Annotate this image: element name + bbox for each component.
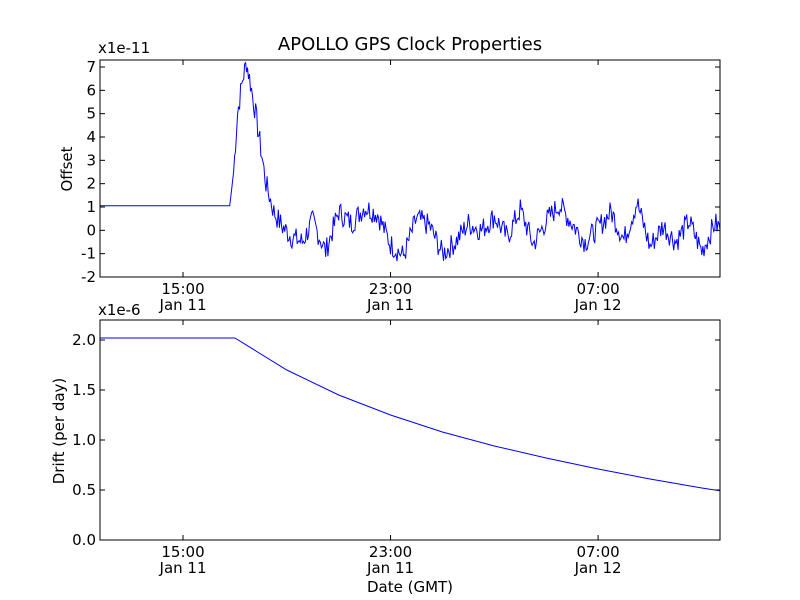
drift-x-tick-time: 15:00 [161, 543, 204, 561]
drift-y-tick-label: 0.5 [72, 481, 96, 499]
offset-x-tick-time: 15:00 [161, 280, 204, 298]
offset-y-tick-label: -1 [81, 245, 96, 263]
chart-title: APOLLO GPS Clock Properties [278, 34, 542, 55]
drift-y-tick-label: 1.0 [72, 431, 96, 449]
offset-multiplier: x1e-11 [98, 39, 150, 57]
drift-series-line [100, 337, 720, 492]
drift-multiplier: x1e-6 [98, 301, 141, 319]
x-axis-label: Date (GMT) [367, 578, 453, 596]
offset-panel: APOLLO GPS Clock Properties x1e-11 Offse… [58, 34, 721, 314]
offset-y-tick-label: 6 [86, 81, 96, 99]
offset-x-tick-date: Jan 12 [574, 296, 622, 314]
drift-x-tick-date: Jan 11 [159, 559, 207, 577]
offset-x-tick-date: Jan 11 [159, 296, 207, 314]
offset-y-tick-label: 2 [86, 175, 96, 193]
offset-y-tick-label: 5 [86, 105, 96, 123]
offset-y-tick-label: 7 [86, 58, 96, 76]
offset-x-tick-date: Jan 11 [366, 296, 414, 314]
drift-y-tick-label: 2.0 [72, 331, 96, 349]
drift-panel: x1e-6 Drift (per day) Date (GMT) 0.0 0.5 1… [50, 301, 721, 596]
drift-x-tick-time: 23:00 [369, 543, 412, 561]
drift-x-tick-date: Jan 11 [366, 559, 414, 577]
offset-x-tick-time: 23:00 [369, 280, 412, 298]
drift-x-tick-date: Jan 12 [574, 559, 622, 577]
offset-y-tick-label: 3 [86, 151, 96, 169]
offset-y-tick-label: -2 [81, 268, 96, 286]
drift-plot-area [100, 320, 720, 541]
offset-plot-area [100, 60, 720, 278]
offset-y-tick-label: 1 [86, 198, 96, 216]
drift-y-tick-label: 0.0 [72, 531, 96, 549]
offset-y-tick-label: 0 [86, 221, 96, 239]
drift-axes-frame [99, 319, 721, 541]
offset-series-line [100, 61, 720, 262]
drift-axis-label: Drift (per day) [50, 378, 68, 485]
drift-y-tick-label: 1.5 [72, 381, 96, 399]
offset-axis-label: Offset [58, 146, 76, 191]
offset-x-tick-time: 07:00 [576, 280, 619, 298]
offset-y-tick-label: 4 [86, 128, 96, 146]
offset-axes-frame [99, 59, 721, 278]
drift-x-tick-time: 07:00 [576, 543, 619, 561]
